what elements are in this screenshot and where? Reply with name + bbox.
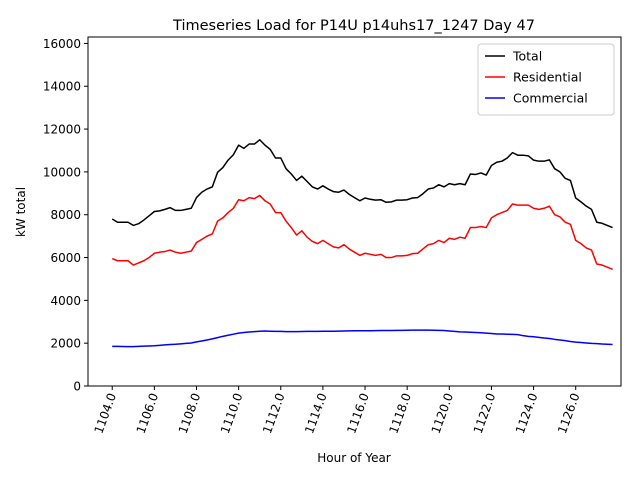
x-tick-label: 1108.0 [176,391,204,435]
y-axis-label: kW total [14,187,28,237]
x-tick-label: 1114.0 [302,391,330,435]
y-tick-label: 4000 [50,294,81,308]
legend-label-residential: Residential [513,70,582,85]
y-tick-label: 2000 [50,337,81,351]
legend-label-commercial: Commercial [513,91,588,106]
y-tick-label: 8000 [50,208,81,222]
y-tick-label: 12000 [43,123,81,137]
legend: Total Residential Commercial [477,43,615,116]
plot-frame [87,36,622,387]
x-tick-label: 1116.0 [344,391,372,435]
x-tick-label: 1104.0 [92,391,120,435]
x-tick-label: 1126.0 [555,391,583,435]
x-tick-label: 1106.0 [134,391,162,435]
x-axis-label: Hour of Year [317,451,391,465]
x-tick-label: 1110.0 [218,391,246,435]
y-tick-label: 16000 [43,37,81,51]
legend-items: Total Residential Commercial [485,49,588,106]
y-tick-label: 14000 [43,80,81,94]
y-tick-label: 10000 [43,165,81,179]
chart-title: Timeseries Load for P14U p14uhs17_1247 D… [172,18,535,34]
x-tick-label: 1122.0 [471,391,499,435]
x-tick-label: 1118.0 [386,391,414,435]
y-axis-ticks: 0 2000 4000 6000 8000 10000 12000 14000 16000 [43,37,88,394]
y-tick-label: 6000 [50,251,81,265]
x-tick-label: 1112.0 [260,391,288,435]
legend-frame [477,43,615,116]
series-line-commercial [112,329,613,348]
series-line-total [111,139,613,229]
series-line-residential [111,194,613,271]
x-tick-label: 1120.0 [429,391,457,435]
series-layer [111,139,613,348]
x-tick-label: 1124.0 [513,391,541,435]
x-axis-ticks: 1104.0 1106.0 1108.0 1110.0 1112.0 1114.0 1116… [92,386,583,435]
axes [87,36,622,387]
y-tick-label: 0 [73,380,81,394]
legend-label-total: Total [512,49,542,64]
